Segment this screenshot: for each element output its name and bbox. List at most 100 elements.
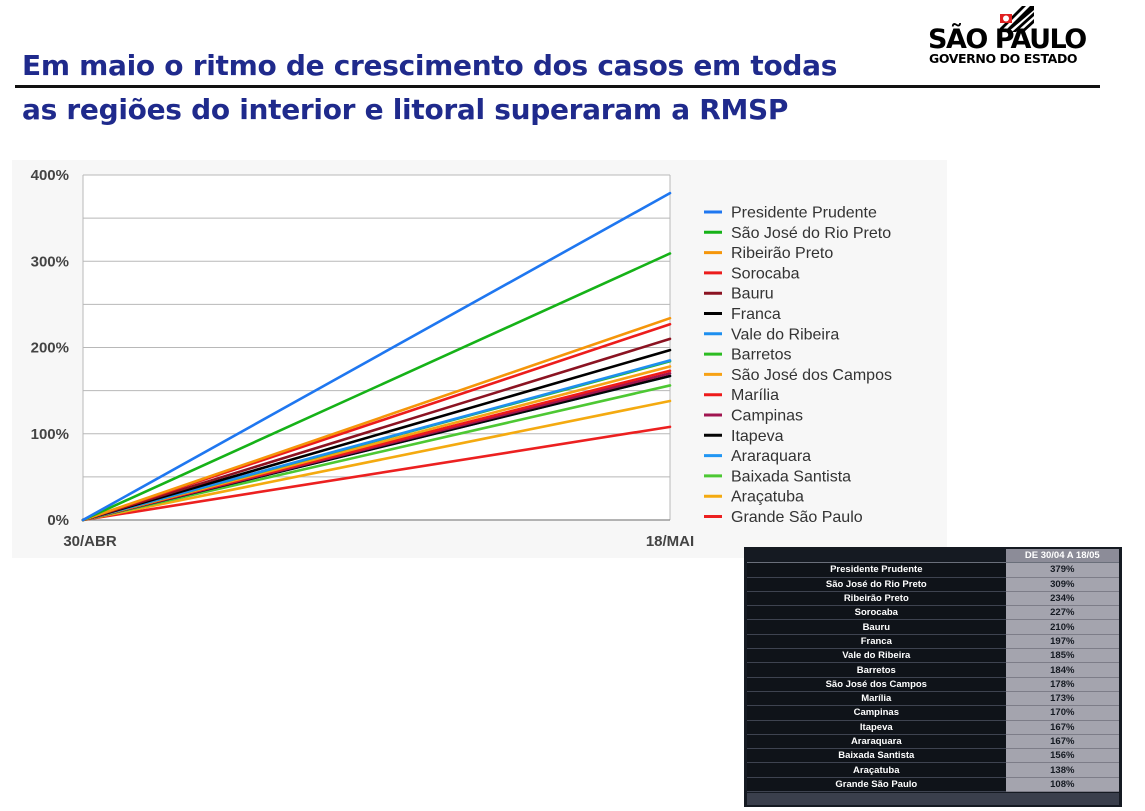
legend-item: São José dos Campos <box>704 367 892 384</box>
region-name-cell: São José dos Campos <box>747 677 1006 692</box>
table-row: Baixada Santista 156% <box>747 748 1119 764</box>
legend-label: Ribeirão Preto <box>731 245 833 262</box>
title-divider <box>15 85 1100 88</box>
flag-emblem-icon <box>1000 6 1034 32</box>
x-tick-label: 18/MAI <box>646 533 694 550</box>
series-lines <box>81 191 672 522</box>
sao-paulo-logo: SÃO PAULO GOVERNO DO ESTADO <box>928 6 1098 68</box>
legend-item: São José do Rio Preto <box>704 225 891 242</box>
table-row: Ribeirão Preto 234% <box>747 591 1119 607</box>
legend-label: Franca <box>731 306 781 323</box>
growth-table: DE 30/04 A 18/05 Presidente Prudente 379%… <box>744 547 1122 807</box>
legend-label: Itapeva <box>731 428 784 445</box>
legend-label: Baixada Santista <box>731 468 851 485</box>
legend-item: Araçatuba <box>704 489 804 506</box>
growth-value-cell: 234% <box>1005 591 1119 607</box>
region-name-cell: Grande São Paulo <box>747 777 1006 793</box>
table-row: Barretos 184% <box>747 662 1119 678</box>
region-name-cell: Vale do Ribeira <box>747 648 1006 664</box>
series-line <box>81 252 672 522</box>
series-line <box>81 348 672 522</box>
series-line <box>81 399 672 522</box>
table-row: Grande São Paulo 108% <box>747 777 1119 793</box>
table-row: Araçatuba 138% <box>747 762 1119 778</box>
growth-value-cell: 185% <box>1005 648 1119 664</box>
y-tick-label: 100% <box>31 426 69 443</box>
region-name-cell: Ribeirão Preto <box>747 591 1006 607</box>
legend-item: Barretos <box>704 347 791 364</box>
series-line <box>81 337 672 522</box>
y-axis: 0% 100% 200% 300% 400% <box>31 167 69 529</box>
legend-label: São José dos Campos <box>731 367 892 384</box>
legend-item: Grande São Paulo <box>704 509 863 526</box>
growth-value-cell: 379% <box>1005 562 1119 578</box>
series-line <box>81 191 672 522</box>
legend-item: Araraquara <box>704 448 811 465</box>
legend-item: Vale do Ribeira <box>704 326 839 343</box>
region-name-cell: Itapeva <box>747 720 1006 735</box>
legend-item: Campinas <box>704 408 803 425</box>
growth-value-cell: 156% <box>1005 748 1119 764</box>
legend-item: Bauru <box>704 286 774 303</box>
page-title: Em maio o ritmo de crescimento dos casos… <box>22 44 837 132</box>
title-line-2: as regiões do interior e litoral superar… <box>22 93 789 126</box>
region-name-cell: Presidente Prudente <box>747 562 1006 578</box>
growth-value-cell: 167% <box>1005 720 1119 735</box>
growth-value-cell: 197% <box>1005 634 1119 650</box>
x-axis: 30/ABR 18/MAI <box>63 533 694 550</box>
table-header-blank <box>747 549 1006 564</box>
growth-value-cell: 309% <box>1005 577 1119 592</box>
region-name-cell: Bauru <box>747 619 1006 635</box>
table-row: Bauru 210% <box>747 619 1119 635</box>
region-name-cell: Campinas <box>747 705 1006 721</box>
logo-sub-text: GOVERNO DO ESTADO <box>929 51 1078 66</box>
growth-value-cell: 138% <box>1005 762 1119 778</box>
table-row: Franca 197% <box>747 634 1119 650</box>
legend-label: Campinas <box>731 408 803 425</box>
table-row: São José dos Campos 178% <box>747 677 1119 692</box>
x-tick-label: 30/ABR <box>63 533 117 550</box>
series-line <box>81 384 672 522</box>
growth-value-cell: 170% <box>1005 705 1119 721</box>
region-name-cell: Baixada Santista <box>747 748 1006 764</box>
table-row: São José do Rio Preto 309% <box>747 577 1119 592</box>
y-tick-label: 0% <box>47 512 69 529</box>
region-name-cell: Barretos <box>747 662 1006 678</box>
growth-value-cell: 167% <box>1005 734 1119 750</box>
legend-item: Sorocaba <box>704 265 800 282</box>
growth-value-cell: 227% <box>1005 605 1119 621</box>
table-row: Campinas 170% <box>747 705 1119 721</box>
table-row: Sorocaba 227% <box>747 605 1119 621</box>
growth-value-cell: 173% <box>1005 691 1119 707</box>
y-tick-label: 300% <box>31 253 69 270</box>
legend-label: Marília <box>731 387 779 404</box>
region-name-cell: Sorocaba <box>747 605 1006 621</box>
region-name-cell: Araraquara <box>747 734 1006 750</box>
chart-legend: Presidente Prudente São José do Rio Preto… <box>704 205 892 526</box>
series-line <box>81 425 672 522</box>
series-line <box>81 359 672 522</box>
y-tick-label: 200% <box>31 340 69 357</box>
legend-label: Barretos <box>731 347 791 364</box>
grid-lines <box>82 174 671 521</box>
table-row: Presidente Prudente 379% <box>747 562 1119 578</box>
table-row: Marília 173% <box>747 691 1119 707</box>
table-row: Itapeva 167% <box>747 720 1119 735</box>
series-line <box>81 316 672 522</box>
legend-item: Presidente Prudente <box>704 205 877 222</box>
region-name-cell: Franca <box>747 634 1006 650</box>
region-name-cell: Araçatuba <box>747 762 1006 778</box>
legend-label: Grande São Paulo <box>731 509 863 526</box>
legend-item: Itapeva <box>704 428 784 445</box>
table-header-period: DE 30/04 A 18/05 <box>1005 549 1119 564</box>
legend-label: São José do Rio Preto <box>731 225 891 242</box>
table-row: Vale do Ribeira 185% <box>747 648 1119 664</box>
region-name-cell: Marília <box>747 691 1006 707</box>
title-line-1: Em maio o ritmo de crescimento dos casos… <box>22 49 838 82</box>
legend-label: Sorocaba <box>731 265 800 282</box>
growth-value-cell: 184% <box>1005 662 1119 678</box>
region-name-cell: São José do Rio Preto <box>747 577 1006 592</box>
logo-main-text: SÃO PAULO <box>928 24 1087 55</box>
growth-value-cell: 178% <box>1005 677 1119 692</box>
